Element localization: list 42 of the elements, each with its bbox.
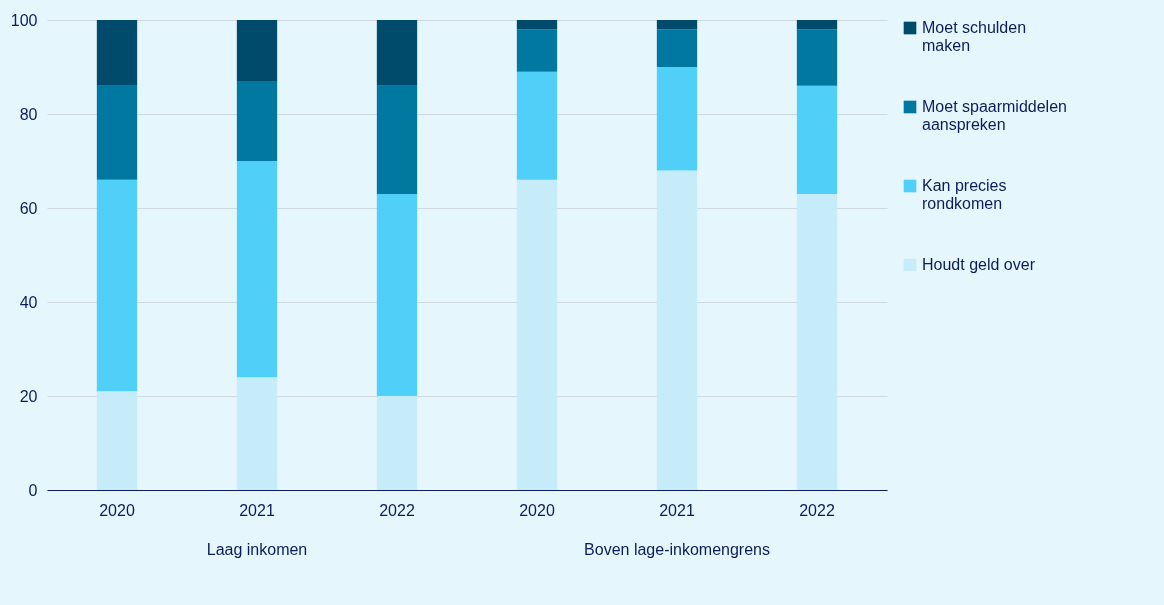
x-tick-label: 2020 — [519, 501, 555, 519]
bar — [96, 20, 138, 86]
y-tick-label: 20 — [19, 387, 38, 405]
y-tick-label: 80 — [19, 105, 38, 123]
bar — [96, 179, 138, 392]
y-tick-label: 60 — [19, 199, 38, 217]
bar — [376, 193, 418, 396]
y-tick-label: 0 — [28, 481, 38, 499]
legend-label: Houdt geld over — [922, 256, 1036, 273]
text: Laag inkomen — [206, 541, 308, 558]
bar — [796, 85, 838, 194]
text: Boven lage-inkomengrens — [584, 541, 770, 558]
bar — [236, 161, 278, 378]
bar — [656, 20, 698, 30]
x-tick-label: 2021 — [239, 501, 275, 519]
bar — [796, 29, 838, 86]
bar — [516, 29, 558, 72]
bar — [656, 170, 698, 490]
legend-label: Kan precies rondkomen — [922, 177, 1007, 212]
y-tick-label: 100 — [10, 11, 38, 29]
x-tick-label: 2022 — [799, 501, 835, 519]
x-tick-label: 2021 — [659, 501, 695, 519]
bar — [656, 67, 698, 171]
y-tick-label: 40 — [19, 293, 38, 311]
bar — [516, 179, 558, 490]
bar — [796, 193, 838, 490]
bar — [796, 20, 838, 30]
x-tick-label: 2020 — [99, 501, 135, 519]
bar — [516, 20, 558, 30]
bar — [236, 81, 278, 161]
bar — [376, 20, 418, 86]
bar — [656, 29, 698, 67]
bar — [516, 71, 558, 180]
x-tick-label: 2022 — [379, 501, 415, 519]
bar — [236, 377, 278, 490]
bar — [376, 85, 418, 194]
bar — [96, 391, 138, 490]
bar — [236, 20, 278, 82]
legend-label: Moet spaarmiddelen aanspreken — [922, 98, 1067, 133]
bar — [96, 85, 138, 180]
legend-label: Moet schulden maken — [922, 19, 1027, 54]
bar — [376, 396, 418, 490]
